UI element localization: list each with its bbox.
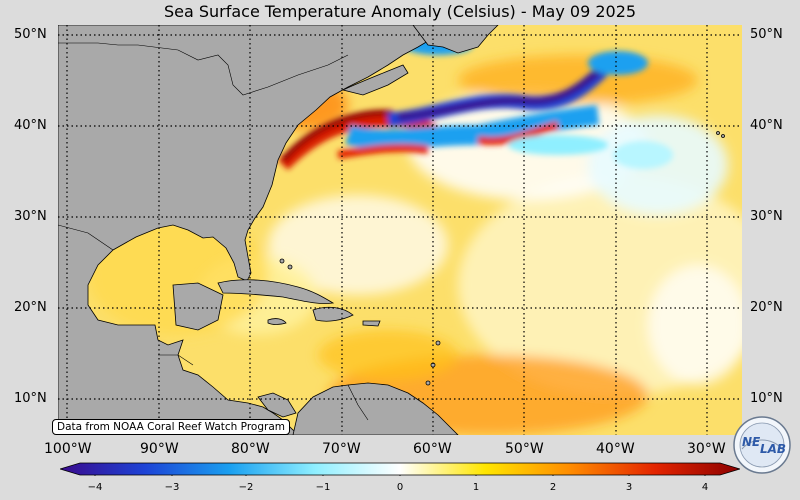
lat-label-10n-left: 10°N	[14, 391, 47, 406]
nemlab-logo: NE LAB	[732, 415, 792, 475]
political-borders	[58, 42, 369, 421]
colorbar-tick-3: 3	[625, 482, 633, 493]
colorbar-gradient	[60, 462, 740, 476]
logo-graphic: NE LAB	[733, 416, 791, 474]
lat-label-30n-left: 30°N	[14, 209, 47, 224]
colorbar-tick-minus3: −3	[164, 482, 180, 493]
lat-label-40n-right: 40°N	[750, 118, 783, 133]
colorbar-tick-2: 2	[549, 482, 557, 493]
graticule	[58, 25, 742, 435]
lon-label-50w: 50°W	[505, 441, 544, 457]
logo-text-bottom: LAB	[760, 442, 786, 456]
map-title: Sea Surface Temperature Anomaly (Celsius…	[163, 2, 637, 21]
colorbar-tick-minus4: −4	[87, 482, 103, 493]
lat-label-50n-right: 50°N	[750, 27, 783, 42]
lon-label-80w: 80°W	[231, 441, 270, 457]
lon-label-70w: 70°W	[322, 441, 361, 457]
lon-label-100w: 100°W	[44, 441, 92, 457]
colorbar-tick-minus1: −1	[315, 482, 331, 493]
lat-label-20n-left: 20°N	[14, 300, 47, 315]
lon-label-30w: 30°W	[687, 441, 726, 457]
colorbar-tick-4: 4	[701, 482, 709, 493]
lon-label-60w: 60°W	[413, 441, 452, 457]
data-attribution: Data from NOAA Coral Reef Watch Program	[52, 419, 290, 435]
land-masses	[58, 25, 725, 435]
map-canvas	[58, 25, 742, 435]
lon-label-90w: 90°W	[140, 441, 179, 457]
colorbar-tick-0: 0	[396, 482, 404, 493]
sst-anomaly-map	[58, 25, 742, 435]
colorbar-tick-minus2: −2	[238, 482, 254, 493]
logo-text-top: NE	[742, 435, 761, 449]
lat-label-10n-right: 10°N	[750, 391, 783, 406]
lat-label-30n-right: 30°N	[750, 209, 783, 224]
colorbar-tick-1: 1	[472, 482, 480, 493]
colorbar-ticks	[94, 475, 706, 476]
lat-label-20n-right: 20°N	[750, 300, 783, 315]
lat-label-50n-left: 50°N	[14, 27, 47, 42]
lat-label-40n-left: 40°N	[14, 118, 47, 133]
colorbar	[60, 462, 740, 476]
lon-label-40w: 40°W	[596, 441, 635, 457]
